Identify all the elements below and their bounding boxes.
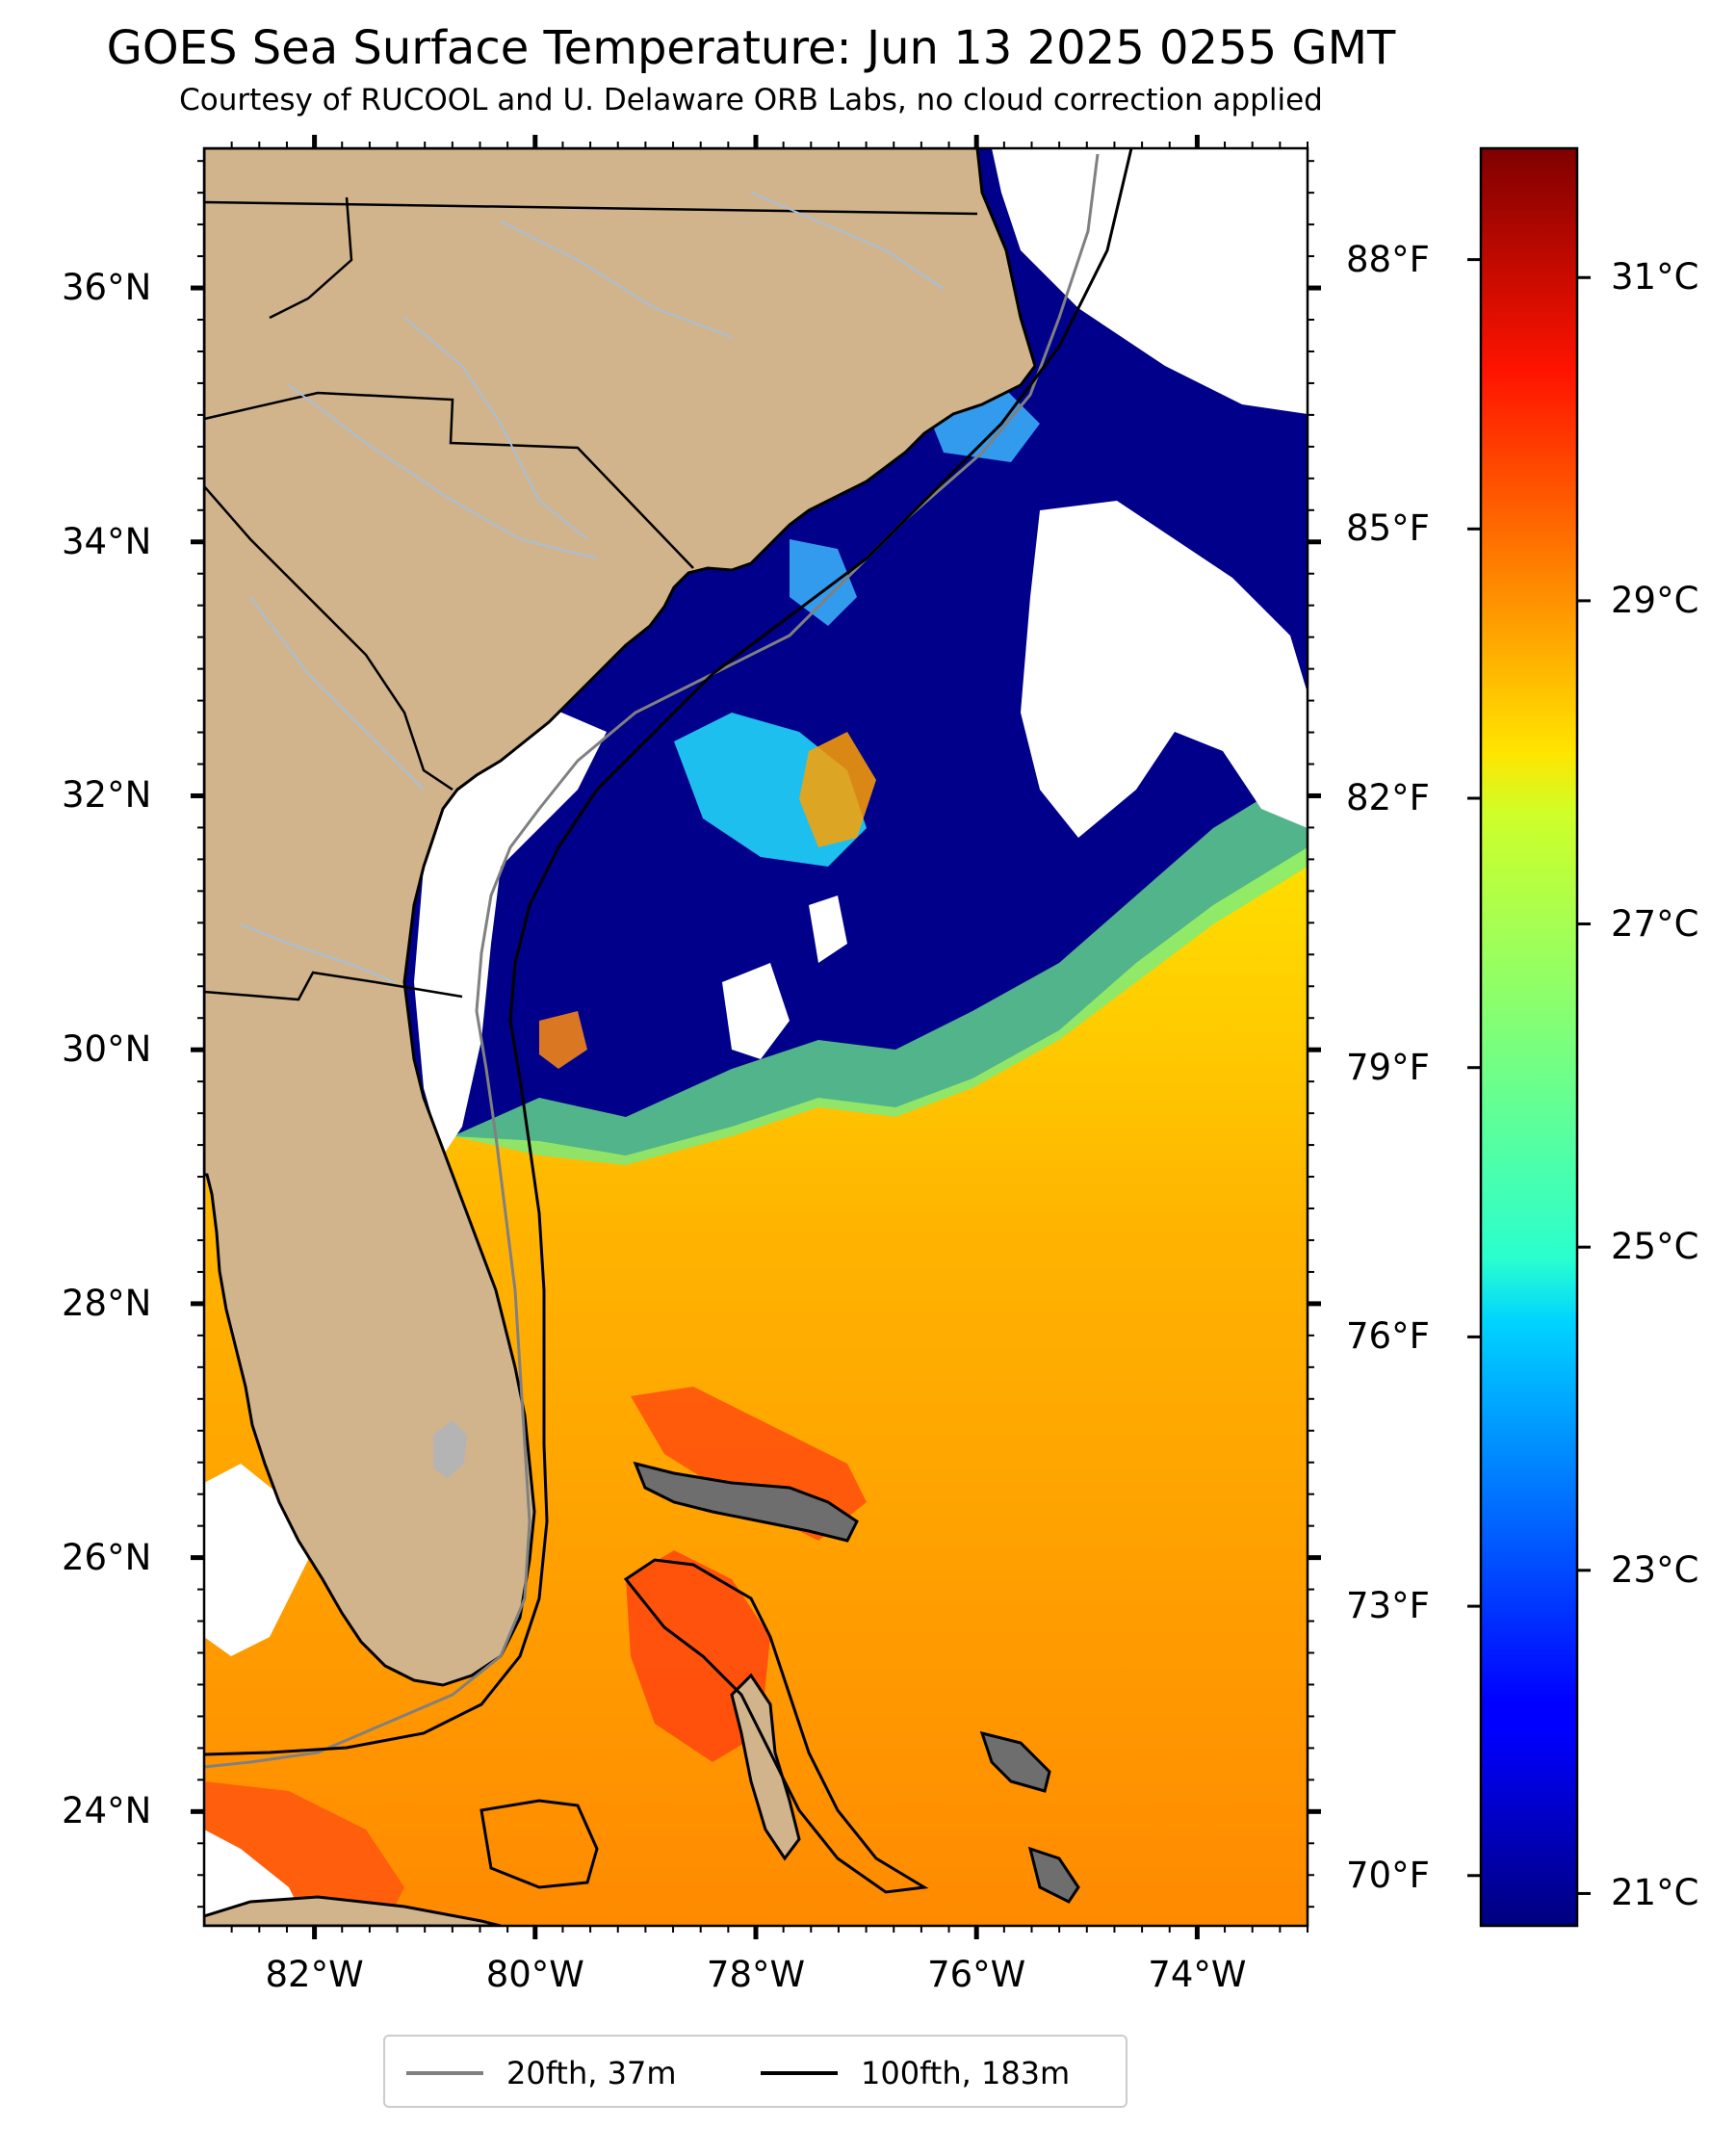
lon-tick-label: 78°W: [706, 1954, 806, 1995]
lat-tick-label: 32°N: [62, 774, 152, 817]
legend-label: 100fth, 183m: [861, 2055, 1071, 2091]
contour-100fth: [479, 1799, 599, 1889]
land-cuba: [204, 1895, 502, 1926]
chart-subtitle: Courtesy of RUCOOL and U. Delaware ORB L…: [179, 83, 1323, 117]
cloud-mask: [414, 703, 607, 1155]
fahrenheit-tick-label: 76°F: [1346, 1315, 1430, 1358]
lat-tick-label: 26°N: [62, 1536, 152, 1578]
chart-title: GOES Sea Surface Temperature: Jun 13 202…: [106, 21, 1396, 75]
legend-label: 20fth, 37m: [506, 2055, 677, 2091]
lat-tick-label: 24°N: [62, 1790, 152, 1832]
legend: 20fth, 37m 100fth, 183m: [383, 2035, 1127, 2108]
land-us-east-coast: [204, 148, 1037, 1687]
lat-tick-label: 34°N: [62, 520, 152, 562]
map-layers: [204, 148, 1308, 1926]
celsius-tick-label: 29°C: [1611, 579, 1699, 621]
lon-tick-label: 82°W: [265, 1954, 364, 1995]
contour-100fth: [204, 148, 1133, 1756]
land-bahamas: [979, 1730, 1051, 1793]
celsius-tick-label: 23°C: [1611, 1548, 1699, 1591]
fahrenheit-tick-label: 73°F: [1346, 1585, 1430, 1627]
celsius-tick-label: 31°C: [1611, 256, 1699, 299]
state-borders: [204, 196, 978, 1001]
fahrenheit-tick-label: 85°F: [1346, 507, 1430, 550]
rivers: [240, 192, 945, 983]
cloud-mask: [204, 1464, 308, 1656]
cloud-mask: [809, 896, 847, 963]
land-bahamas: [633, 1461, 859, 1543]
fahrenheit-tick-label: 70°F: [1346, 1854, 1430, 1896]
fahrenheit-tick-label: 88°F: [1346, 238, 1430, 280]
fahrenheit-tick-label: 79°F: [1346, 1046, 1430, 1088]
celsius-tick-label: 21°C: [1611, 1872, 1699, 1914]
lon-tick-label: 76°W: [927, 1954, 1026, 1995]
ocean-warm-filament: [539, 1011, 587, 1069]
lake-okeechobee: [433, 1420, 467, 1478]
fahrenheit-tick-label: 82°F: [1346, 777, 1430, 818]
legend-item-20fth: 20fth, 37m: [406, 2054, 676, 2092]
map-ticks: [191, 135, 1321, 1939]
lat-tick-label: 36°N: [62, 267, 152, 309]
land-bahamas: [730, 1673, 801, 1861]
cloud-mask: [722, 963, 790, 1059]
cloud-mask: [992, 148, 1308, 414]
cloud-mask: [1021, 501, 1308, 838]
ocean-warm-filament: [799, 732, 876, 847]
contour-100fth: [623, 1558, 929, 1894]
lat-tick-label: 28°N: [62, 1282, 152, 1324]
colorbar: [1479, 146, 1579, 1928]
legend-line-20fth: [406, 2071, 483, 2075]
celsius-tick-label: 27°C: [1611, 902, 1699, 945]
ocean-transition: [453, 770, 1308, 1165]
legend-item-100fth: 100fth, 183m: [761, 2054, 1070, 2092]
celsius-tick-label: 25°C: [1611, 1226, 1699, 1268]
lon-tick-label: 80°W: [485, 1954, 584, 1995]
land-bahamas: [1027, 1846, 1080, 1904]
colorbar-ticks: [1467, 258, 1591, 1895]
legend-line-100fth: [761, 2071, 838, 2075]
lat-tick-label: 30°N: [62, 1028, 152, 1071]
lon-tick-label: 74°W: [1148, 1954, 1247, 1995]
